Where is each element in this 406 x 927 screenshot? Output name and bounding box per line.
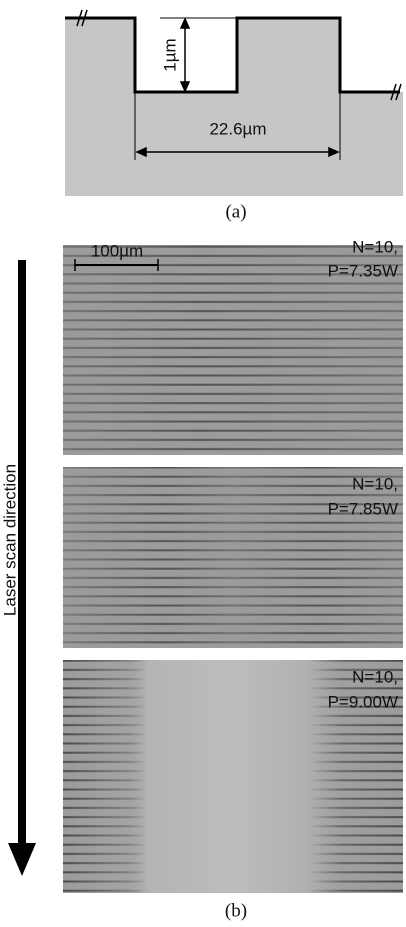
- scale-bar-label: 100µm: [91, 241, 143, 260]
- condition-label: N=10,: [352, 667, 398, 686]
- caption: (b): [225, 900, 247, 921]
- break-marks: [76, 9, 402, 101]
- substrate: [65, 18, 403, 196]
- profile: [65, 16, 400, 94]
- scan-arrow: [8, 260, 36, 876]
- condition-label: N=10,: [352, 474, 398, 493]
- micrograph: [63, 245, 403, 455]
- micrograph: [63, 660, 403, 893]
- dimension-lines: [134, 17, 341, 160]
- caption: (a): [225, 201, 246, 222]
- condition-label: P=7.35W: [328, 261, 398, 280]
- micrograph: [63, 467, 403, 648]
- condition-label: N=10,: [352, 237, 398, 256]
- height-label: 1µm: [160, 38, 179, 71]
- arrow-label: Laser scan direction: [0, 464, 19, 616]
- condition-label: P=9.00W: [328, 692, 398, 711]
- width-label: 22.6µm: [209, 119, 266, 138]
- condition-label: P=7.85W: [328, 499, 398, 518]
